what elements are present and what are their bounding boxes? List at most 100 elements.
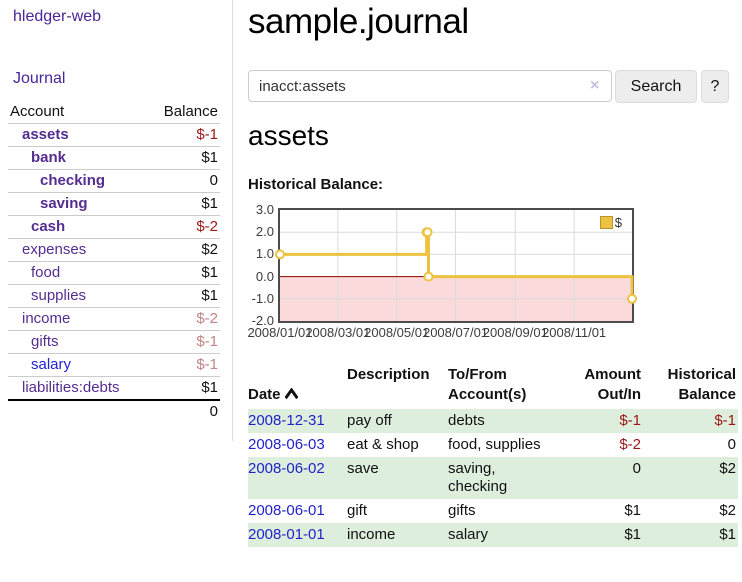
search-input[interactable] (248, 70, 612, 102)
account-row: expenses $2 (8, 238, 220, 262)
register-col-balance: Historical Balance (667, 366, 736, 403)
transaction-amount: $-1 (619, 412, 641, 429)
account-row: saving $1 (8, 192, 220, 216)
account-balance: $1 (201, 287, 218, 304)
transaction-accounts: debts (448, 412, 485, 429)
legend-swatch-icon (599, 216, 613, 229)
account-balance: $-2 (196, 218, 218, 235)
x-tick-label: 2008/07/01 (422, 325, 489, 340)
historical-balance-chart: 3.0 2.0 1.0 0.0 -1.0 -2.0 $ 2008/01/01 2008/03… (246, 203, 742, 348)
chart-plot-area: $ (275, 208, 637, 323)
transaction-balance: $-1 (714, 412, 736, 429)
transaction-date-link[interactable]: 2008-06-02 (248, 460, 325, 477)
transaction-amount: $-2 (619, 436, 641, 453)
chart-plot-svg (275, 210, 637, 321)
account-link-salary[interactable]: salary (31, 356, 72, 373)
account-balance: $1 (201, 264, 218, 281)
account-row: income $-2 (8, 307, 220, 331)
account-link-supplies[interactable]: supplies (31, 287, 87, 304)
legend-label: $ (614, 215, 622, 230)
y-tick-label: 0.0 (255, 268, 274, 284)
accounts-table-header: Account Balance (8, 101, 220, 124)
y-tick-label: -2.0 (251, 313, 274, 328)
account-balance: $-2 (196, 310, 218, 327)
accounts-col-header: Account (10, 103, 65, 120)
account-row: supplies $1 (8, 284, 220, 308)
transaction-accounts: salary (448, 526, 489, 543)
register-col-description: Description (347, 366, 430, 383)
transaction-description: save (347, 460, 379, 477)
account-row: cash $-2 (8, 215, 220, 239)
chart-legend: $ (599, 215, 622, 230)
transaction-description: eat & shop (347, 436, 419, 453)
transaction-balance: $2 (719, 502, 736, 519)
sort-ascending-icon (283, 385, 299, 405)
clear-search-icon[interactable]: × (590, 77, 600, 94)
transaction-balance: $2 (719, 460, 736, 477)
transaction-description: pay off (347, 412, 392, 429)
transaction-amount: $1 (624, 502, 641, 519)
chart-title: Historical Balance: (248, 176, 384, 193)
transaction-balance: 0 (727, 436, 736, 453)
date-header-label: Date (248, 386, 281, 403)
register-col-accounts: To/From Account(s) (448, 366, 527, 403)
account-link-expenses[interactable]: expenses (22, 241, 87, 258)
account-link-income[interactable]: income (22, 310, 71, 327)
register-row: 2008-01-01 income salary $1 $1 (248, 523, 738, 547)
account-balance: 0 (209, 172, 218, 189)
account-link-gifts[interactable]: gifts (31, 333, 59, 350)
account-link-cash[interactable]: cash (31, 218, 66, 235)
account-row: food $1 (8, 261, 220, 285)
balance-col-header: Balance (163, 103, 218, 120)
accounts-total-value: 0 (209, 403, 218, 420)
account-row: bank $1 (8, 146, 220, 170)
y-tick-label: -1.0 (251, 290, 274, 306)
account-row: salary $-1 (8, 353, 220, 377)
register-row: 2008-12-31 pay off debts $-1 $-1 (248, 409, 738, 433)
transaction-date-link[interactable]: 2008-06-01 (248, 502, 325, 519)
x-tick-label: 2008/05/01 (364, 325, 430, 340)
account-link-liabilities-debts[interactable]: liabilities:debts (22, 379, 120, 396)
transaction-accounts: saving, checking (448, 460, 508, 495)
register-table: Date Description To/From Account(s) Amou… (248, 363, 738, 547)
account-row: liabilities:debts $1 (8, 376, 220, 401)
help-button[interactable]: ? (701, 70, 729, 103)
x-tick-label: 2008/01/01 (247, 325, 313, 340)
account-row: assets $-1 (8, 123, 220, 147)
transaction-date-link[interactable]: 2008-01-01 (248, 526, 325, 543)
account-link-assets[interactable]: assets (22, 126, 69, 143)
y-tick-label: 1.0 (255, 246, 274, 262)
transaction-balance: $1 (719, 526, 736, 543)
x-tick-label: 2008/09/01 (482, 325, 548, 340)
register-row: 2008-06-01 gift gifts $1 $2 (248, 499, 738, 523)
transaction-date-link[interactable]: 2008-12-31 (248, 412, 325, 429)
accounts-total-row: 0 (8, 400, 220, 423)
search-button[interactable]: Search (615, 70, 697, 103)
register-header-row: Date Description To/From Account(s) Amou… (248, 363, 738, 409)
account-link-checking[interactable]: checking (40, 172, 106, 189)
account-balance: $2 (201, 241, 218, 258)
account-balance: $-1 (196, 126, 218, 143)
transaction-accounts: gifts (448, 502, 476, 519)
transaction-description: income (347, 526, 396, 543)
account-link-food[interactable]: food (31, 264, 61, 281)
account-row: checking 0 (8, 169, 220, 193)
sidebar-item-journal[interactable]: Journal (13, 70, 66, 87)
transaction-amount: $1 (624, 526, 641, 543)
account-balance: $1 (201, 195, 218, 212)
sidebar: hledger-web Journal Account Balance asse… (0, 0, 233, 441)
transaction-accounts: food, supplies (448, 436, 541, 453)
transaction-amount: 0 (632, 460, 641, 477)
x-axis-labels: 2008/01/01 2008/03/01 2008/05/01 2008/07/01… (247, 325, 638, 343)
account-link-saving[interactable]: saving (40, 195, 88, 212)
account-link-bank[interactable]: bank (31, 149, 67, 166)
y-tick-label: 2.0 (255, 224, 274, 240)
register-row: 2008-06-03 eat & shop food, supplies $-2… (248, 433, 738, 457)
transaction-date-link[interactable]: 2008-06-03 (248, 436, 325, 453)
x-tick-label: 2008/03/01 (305, 325, 371, 340)
y-tick-label: 3.0 (255, 202, 274, 217)
brand-link[interactable]: hledger-web (13, 8, 102, 25)
transaction-description: gift (347, 502, 368, 519)
account-balance: $-1 (196, 333, 218, 350)
register-col-date[interactable]: Date (248, 363, 347, 409)
